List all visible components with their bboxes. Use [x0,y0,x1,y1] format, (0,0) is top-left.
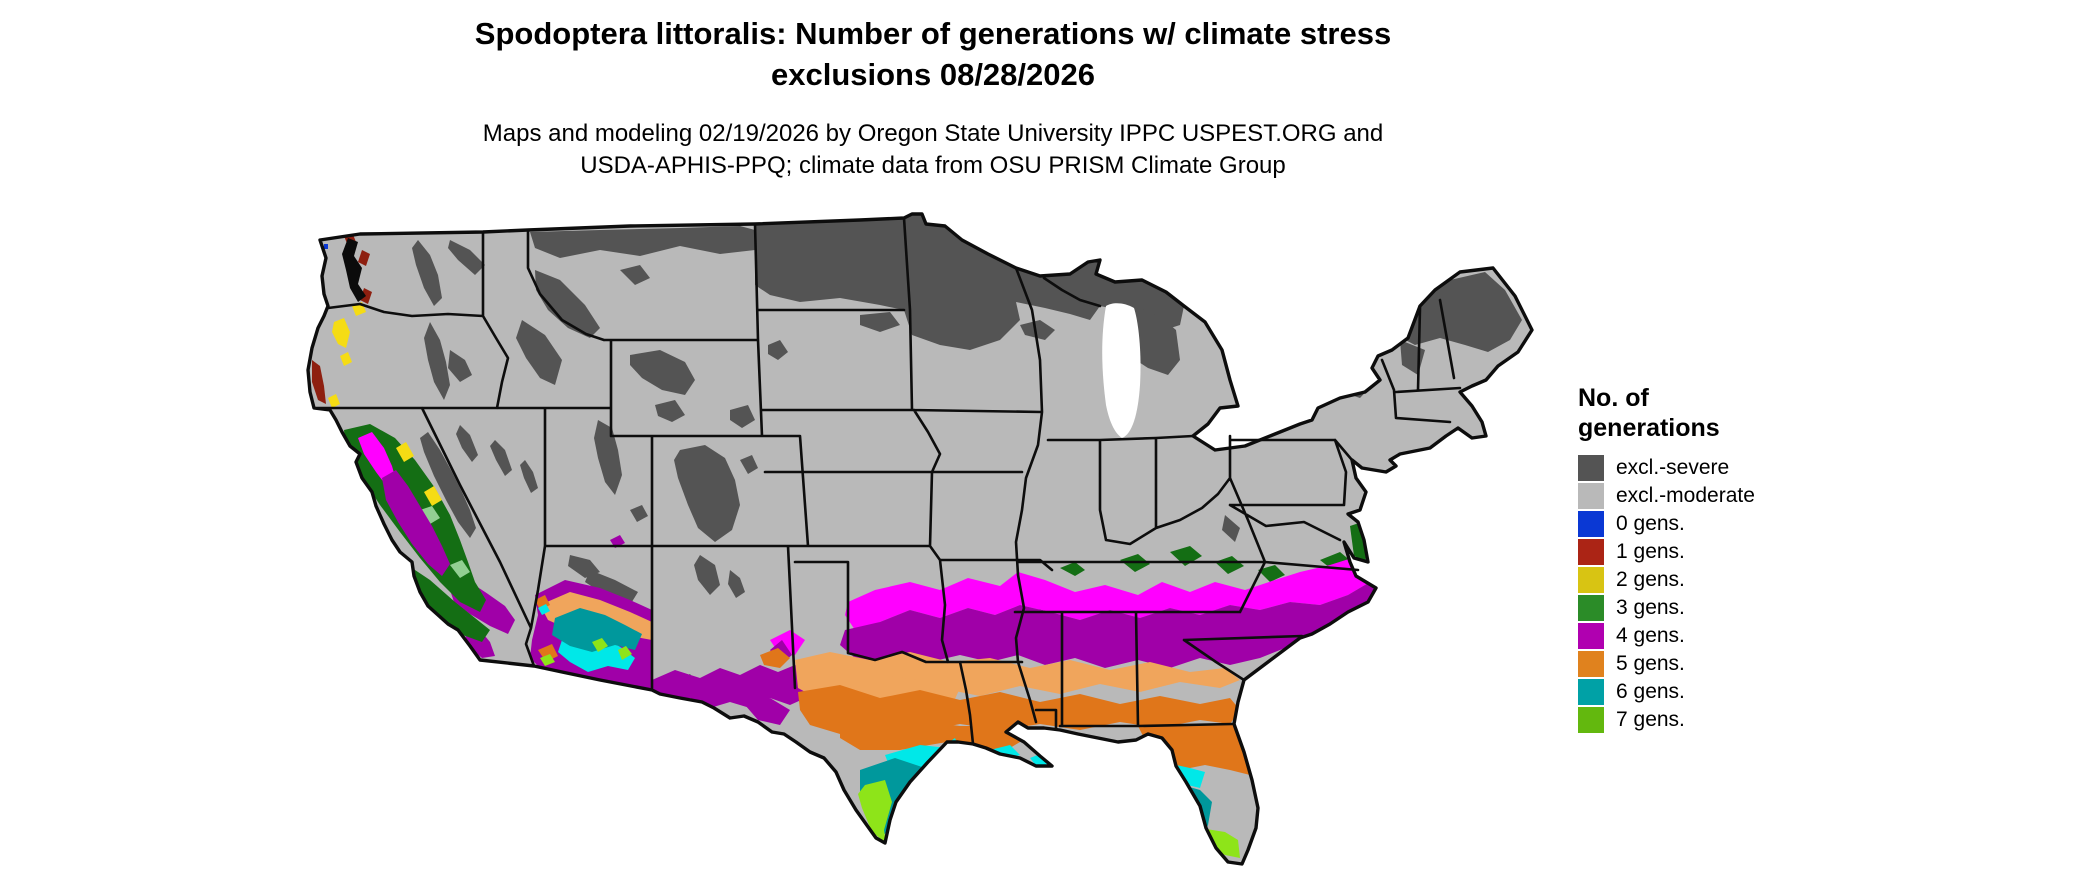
us-generations-map [300,210,1540,880]
legend-label: 0 gens. [1616,512,1685,535]
legend-label: excl.-severe [1616,456,1730,479]
legend-swatch-3-gens [1578,595,1604,621]
legend-item: excl.-severe [1578,455,1878,481]
legend-item: 0 gens. [1578,511,1878,537]
gen4-california-valley [358,432,450,576]
legend-label: 7 gens. [1616,708,1685,731]
legend-label: 2 gens. [1616,568,1685,591]
legend-label: 5 gens. [1616,652,1685,675]
state-borders [312,216,1462,746]
legend-swatch-1-gens [1578,539,1604,565]
legend-item: 6 gens. [1578,679,1878,705]
legend-item: 1 gens. [1578,539,1878,565]
raster-layers [312,214,1522,858]
legend-item: 2 gens. [1578,567,1878,593]
legend-title-line-1: No. of [1578,384,1649,412]
gen5-dark-band [535,595,1250,775]
legend-label: 3 gens. [1616,596,1685,619]
lake-michigan [1102,303,1141,438]
subtitle-line-1: Maps and modeling 02/19/2026 by Oregon S… [482,119,1384,147]
title-line-1: Spodoptera littoralis: Number of generat… [474,16,1392,51]
legend-label: 4 gens. [1616,624,1685,647]
legend-label: 1 gens. [1616,540,1685,563]
legend-swatch-2-gens [1578,567,1604,593]
legend-item: 7 gens. [1578,707,1878,733]
legend-item: 5 gens. [1578,651,1878,677]
legend-label: excl.-moderate [1616,484,1755,507]
header: Spodoptera littoralis: Number of generat… [0,14,1866,183]
subtitle-line-2: USDA-APHIS-PPQ; climate data from OSU PR… [580,152,1286,180]
legend-title: No. of generations [1578,384,1878,443]
legend-label: 6 gens. [1616,680,1685,703]
legend-item: 4 gens. [1578,623,1878,649]
legend-items: excl.-severe excl.-moderate 0 gens. 1 ge… [1578,455,1878,733]
map-svg [306,212,1534,866]
legend-title-line-2: generations [1578,413,1720,442]
legend-item: 3 gens. [1578,595,1878,621]
legend-swatch-6-gens [1578,679,1604,705]
severe-exclusion-region [412,214,1522,605]
legend: No. of generations excl.-severe excl.-mo… [1578,384,1878,735]
puget-sound-water [342,238,366,302]
legend-swatch-7-gens [1578,707,1604,733]
page-title: Spodoptera littoralis: Number of generat… [0,14,1866,96]
legend-swatch-4-gens [1578,623,1604,649]
legend-item: excl.-moderate [1578,483,1878,509]
legend-swatch-0-gens [1578,511,1604,537]
gen7-regions [540,638,1240,858]
page-subtitle: Maps and modeling 02/19/2026 by Oregon S… [0,118,1866,183]
legend-swatch-5-gens [1578,651,1604,677]
legend-swatch-excl-moderate [1578,483,1604,509]
title-line-2: exclusions 08/28/2026 [770,56,1095,92]
legend-swatch-excl-severe [1578,455,1604,481]
